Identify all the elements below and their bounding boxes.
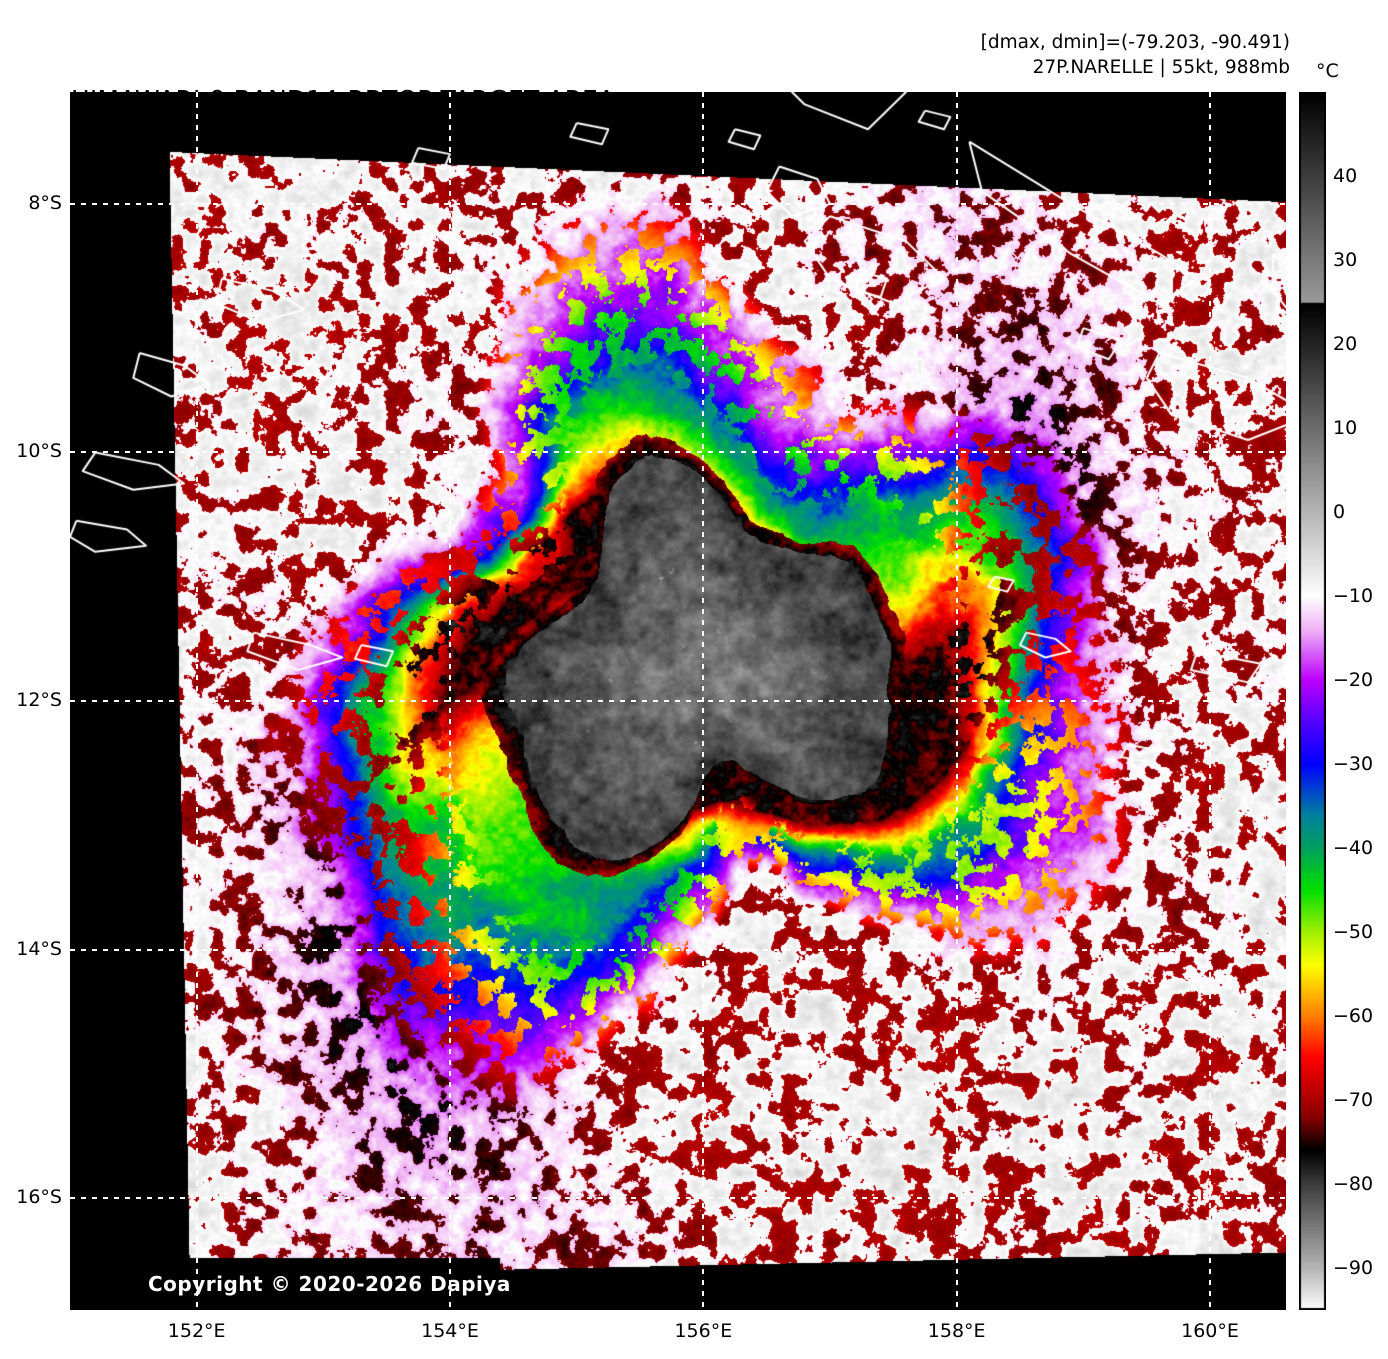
colorbar-tick-label: −10 <box>1333 585 1374 607</box>
latitude-tick-label: 10°S <box>16 440 62 463</box>
colorbar-tick-label: −60 <box>1333 1005 1374 1027</box>
colorbar-tick-label: −50 <box>1333 921 1374 943</box>
data-minmax-label: [dmax, dmin]=(-79.203, -90.491) <box>980 32 1290 53</box>
colorbar-tick-label: −20 <box>1333 669 1374 691</box>
colorbar-tick-label: −80 <box>1333 1173 1374 1195</box>
colorbar-tick-label: 30 <box>1333 249 1358 271</box>
colorbar-tick-label: 10 <box>1333 417 1358 439</box>
colorbar-tick-label: 40 <box>1333 165 1358 187</box>
longitude-tick-label: 160°E <box>1181 1320 1239 1342</box>
satellite-image-panel: Copyright © 2020-2026 Dapiya <box>70 92 1286 1310</box>
colorbar-tick-label: 20 <box>1333 333 1358 355</box>
colorbar-tick-label: 0 <box>1333 501 1346 523</box>
longitude-tick-label: 158°E <box>927 1320 986 1342</box>
header-info: [dmax, dmin]=(-79.203, -90.491) 27P.NARE… <box>981 30 1290 80</box>
latitude-tick-label: 12°S <box>16 689 62 711</box>
longitude-tick-label: 156°E <box>674 1320 733 1342</box>
colorbar-tick-label: −30 <box>1333 753 1374 775</box>
copyright-notice: Copyright © 2020-2026 Dapiya <box>148 1272 511 1296</box>
colorbar-tick-label: −40 <box>1333 837 1374 859</box>
colorbar-unit-label: °C <box>1316 60 1339 82</box>
satellite-imagery <box>70 92 1286 1310</box>
colorbar-tick-label: −90 <box>1333 1257 1374 1279</box>
colorbar-tick-label: −70 <box>1333 1089 1374 1111</box>
colorbar-gradient <box>1299 92 1326 1310</box>
latitude-tick-label: 14°S <box>16 937 62 960</box>
longitude-tick-label: 152°E <box>167 1320 226 1342</box>
latitude-tick-label: 8°S <box>28 191 62 214</box>
colorbar <box>1299 92 1326 1310</box>
storm-info-label: 27P.NARELLE | 55kt, 988mb <box>1032 57 1290 78</box>
latitude-tick-label: 16°S <box>16 1186 62 1209</box>
longitude-tick-label: 154°E <box>421 1320 479 1342</box>
